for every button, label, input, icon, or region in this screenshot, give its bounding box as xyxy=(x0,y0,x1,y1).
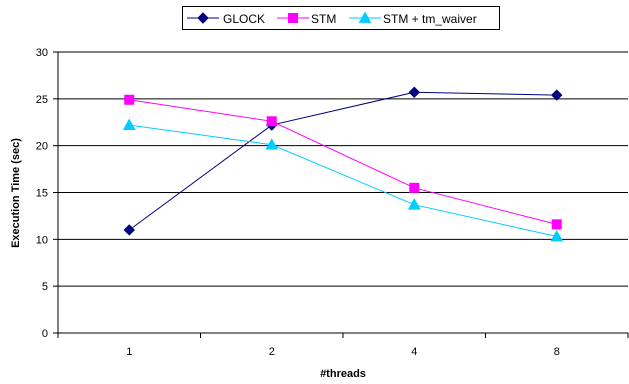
legend-swatch-stm-tm-waiver xyxy=(349,11,381,23)
legend-label-glock: GLOCK xyxy=(223,12,266,26)
grid-lines xyxy=(58,51,628,287)
series-lines xyxy=(122,86,564,242)
data-point-stm-tm-waiver xyxy=(265,138,279,150)
y-tick-label: 20 xyxy=(36,141,48,153)
y-axis-label: Execution Time (sec) xyxy=(10,138,22,248)
legend-swatch-marker xyxy=(197,12,209,24)
x-tick-label: 8 xyxy=(554,346,560,358)
legend-swatch-glock xyxy=(187,12,219,24)
legend-entry-stm-tm-waiver: STM + tm_waiver xyxy=(347,7,497,29)
legend-entry-stm: STM xyxy=(275,7,355,29)
legend-swatch-marker xyxy=(288,13,298,23)
data-point-stm xyxy=(551,219,562,230)
tick-labels: 0 5 10 15 20 25 30 1 2 4 8 xyxy=(36,47,560,358)
legend-swatch-marker xyxy=(358,11,372,23)
data-point-glock xyxy=(123,224,135,236)
x-tick-label: 1 xyxy=(126,346,132,358)
data-point-glock xyxy=(551,89,563,101)
x-axis-label: #threads xyxy=(320,368,366,380)
legend-swatch-stm xyxy=(277,13,309,23)
series-line-stm xyxy=(129,99,557,225)
data-point-stm xyxy=(266,116,277,127)
y-tick-label: 15 xyxy=(36,188,48,200)
x-tick-label: 2 xyxy=(269,346,275,358)
data-point-stm-tm-waiver xyxy=(407,198,421,210)
legend-entry-glock: GLOCK xyxy=(185,7,277,29)
legend: GLOCK STM STM + tm_waiver xyxy=(182,6,500,30)
legend-label-stm: STM xyxy=(311,12,337,26)
legend-label-stm-tm-waiver: STM + tm_waiver xyxy=(383,12,477,26)
y-tick-label: 30 xyxy=(36,47,48,59)
data-point-stm-tm-waiver xyxy=(550,229,564,242)
data-point-stm xyxy=(409,182,420,193)
axes xyxy=(53,51,629,338)
data-point-glock xyxy=(408,86,420,98)
data-point-stm xyxy=(124,94,135,105)
y-tick-label: 5 xyxy=(42,281,48,293)
x-tick-label: 4 xyxy=(411,346,417,358)
series-line-stm-tm-waiver xyxy=(129,124,557,238)
data-point-stm-tm-waiver xyxy=(122,118,136,130)
y-tick-label: 25 xyxy=(36,94,48,106)
series-line-glock xyxy=(128,91,557,231)
y-tick-label: 10 xyxy=(36,234,48,246)
y-tick-label: 0 xyxy=(42,328,48,340)
